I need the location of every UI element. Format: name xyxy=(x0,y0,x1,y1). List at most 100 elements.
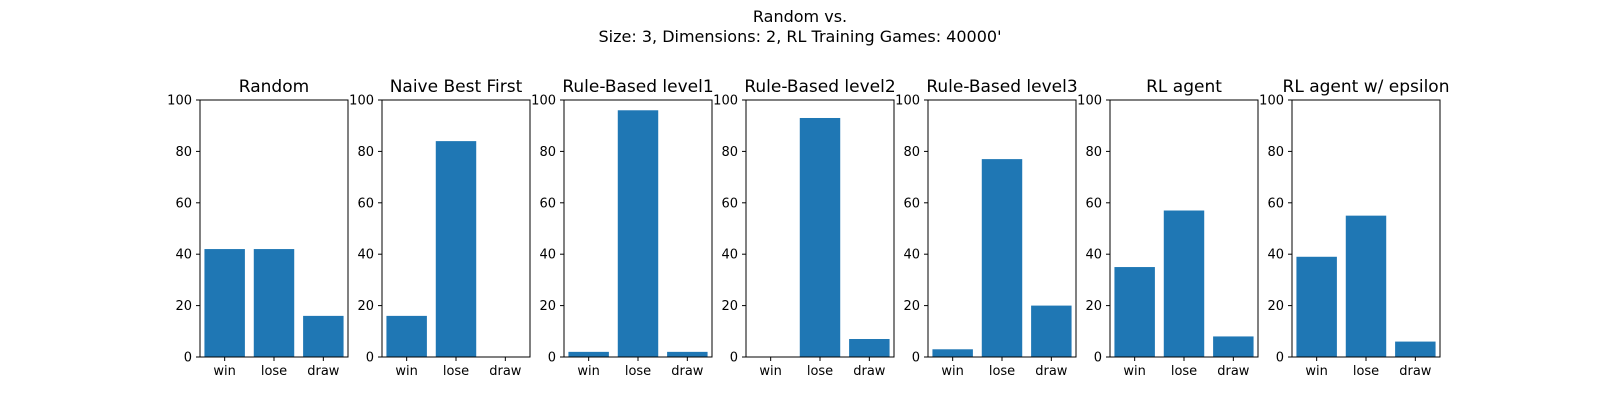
y-tick-label: 80 xyxy=(1085,145,1102,160)
subplot-title: Random xyxy=(239,77,309,97)
bar-draw xyxy=(667,351,708,357)
subplot-4: Rule-Based level2 win lose draw 0 20 40 60 80 100 xyxy=(713,77,896,379)
x-tick-label: win xyxy=(759,364,781,379)
y-tick-label: 100 xyxy=(1077,94,1102,109)
y-tick-label: 80 xyxy=(903,145,920,160)
x-tick-label: draw xyxy=(1035,364,1068,379)
x-tick-label: lose xyxy=(443,364,469,379)
x-tick-label: draw xyxy=(853,364,886,379)
subplot-title: Rule-Based level1 xyxy=(562,77,713,97)
bar-lose xyxy=(617,110,659,357)
y-tick-label: 40 xyxy=(175,248,192,263)
figure-title-line2: Size: 3, Dimensions: 2, RL Training Game… xyxy=(599,27,1002,46)
x-tick-label: lose xyxy=(989,364,1015,379)
y-tick-label: 0 xyxy=(184,351,192,366)
x-tick-label: lose xyxy=(1353,364,1379,379)
y-tick-label: 20 xyxy=(357,299,374,314)
bar-lose xyxy=(1163,210,1205,357)
bar-win xyxy=(386,315,427,357)
bar-lose xyxy=(799,117,841,358)
subplots: Random win lose draw 0 20 40 60 80 100 Naive Best … xyxy=(167,77,1449,379)
y-tick-label: 80 xyxy=(721,145,738,160)
y-tick-label: 100 xyxy=(531,94,556,109)
bar-win xyxy=(932,349,973,357)
y-tick-label: 0 xyxy=(366,351,374,366)
axes-frame xyxy=(1109,99,1259,358)
y-tick-label: 20 xyxy=(903,299,920,314)
y-tick-label: 0 xyxy=(912,351,920,366)
bar-win xyxy=(1296,256,1337,357)
y-tick-label: 100 xyxy=(167,94,192,109)
y-tick-label: 20 xyxy=(721,299,738,314)
y-tick-label: 20 xyxy=(175,299,192,314)
subplot-2: Naive Best First win lose draw 0 20 40 60 80 100 xyxy=(349,77,531,379)
subplot-title: RL agent w/ epsilon xyxy=(1283,77,1450,97)
x-tick-label: draw xyxy=(671,364,704,379)
bar-win xyxy=(1114,267,1155,357)
subplot-title: RL agent xyxy=(1146,77,1222,97)
bar-lose xyxy=(1345,215,1387,357)
x-tick-label: lose xyxy=(625,364,651,379)
y-tick-label: 40 xyxy=(721,248,738,263)
axes-frame xyxy=(1291,99,1441,358)
y-tick-label: 100 xyxy=(895,94,920,109)
y-tick-label: 0 xyxy=(1276,351,1284,366)
x-tick-label: lose xyxy=(1171,364,1197,379)
subplot-title: Rule-Based level2 xyxy=(744,77,895,97)
bar-lose xyxy=(981,159,1023,357)
subplot-6: RL agent win lose draw 0 20 40 60 80 100 xyxy=(1077,77,1259,379)
bar-lose xyxy=(253,249,295,357)
x-tick-label: draw xyxy=(1399,364,1432,379)
y-tick-label: 80 xyxy=(357,145,374,160)
y-tick-label: 40 xyxy=(903,248,920,263)
y-tick-label: 60 xyxy=(721,196,738,211)
subplot-title: Naive Best First xyxy=(390,77,523,97)
y-tick-label: 0 xyxy=(548,351,556,366)
y-tick-label: 40 xyxy=(1085,248,1102,263)
y-tick-label: 100 xyxy=(1259,94,1284,109)
x-tick-label: win xyxy=(941,364,963,379)
bar-draw xyxy=(1213,336,1254,357)
y-tick-label: 60 xyxy=(539,196,556,211)
y-tick-label: 40 xyxy=(1267,248,1284,263)
bar-draw xyxy=(1395,341,1436,357)
bar-draw xyxy=(303,315,344,357)
y-tick-label: 80 xyxy=(175,145,192,160)
bar-lose xyxy=(435,141,477,357)
bar-win xyxy=(204,249,245,357)
x-tick-label: draw xyxy=(489,364,522,379)
x-tick-label: lose xyxy=(807,364,833,379)
bar-draw xyxy=(1031,305,1072,357)
y-tick-label: 60 xyxy=(357,196,374,211)
x-tick-label: win xyxy=(1305,364,1327,379)
x-tick-label: win xyxy=(395,364,417,379)
y-tick-label: 60 xyxy=(903,196,920,211)
x-tick-label: win xyxy=(577,364,599,379)
subplot-5: Rule-Based level3 win lose draw 0 20 40 60 80 100 xyxy=(895,77,1078,379)
axes-frame xyxy=(199,99,349,358)
figure-title-line1: Random vs. xyxy=(753,7,847,26)
y-tick-label: 60 xyxy=(175,196,192,211)
y-tick-label: 100 xyxy=(349,94,374,109)
x-tick-label: win xyxy=(213,364,235,379)
subplot-title: Rule-Based level3 xyxy=(926,77,1077,97)
y-tick-label: 60 xyxy=(1085,196,1102,211)
y-tick-label: 0 xyxy=(730,351,738,366)
y-tick-label: 20 xyxy=(539,299,556,314)
bar-win xyxy=(568,351,609,357)
y-tick-label: 0 xyxy=(1094,351,1102,366)
x-tick-label: draw xyxy=(1217,364,1250,379)
x-tick-label: win xyxy=(1123,364,1145,379)
axes-frame xyxy=(381,99,531,358)
axes-frame xyxy=(745,99,895,358)
x-tick-label: lose xyxy=(261,364,287,379)
subplot-3: Rule-Based level1 win lose draw 0 20 40 60 80 100 xyxy=(531,77,714,379)
y-tick-label: 60 xyxy=(1267,196,1284,211)
y-tick-label: 100 xyxy=(713,94,738,109)
subplot-1: Random win lose draw 0 20 40 60 80 100 xyxy=(167,77,349,379)
subplot-7: RL agent w/ epsilon win lose draw 0 20 40 60 80 1… xyxy=(1259,77,1449,379)
x-tick-label: draw xyxy=(307,364,340,379)
axes-frame xyxy=(563,99,713,358)
y-tick-label: 80 xyxy=(539,145,556,160)
